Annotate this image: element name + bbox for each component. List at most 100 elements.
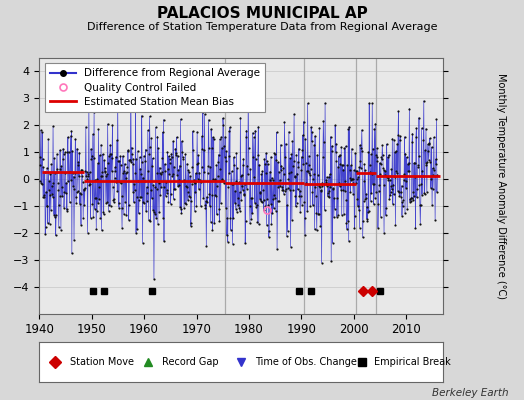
Point — [320, 139, 328, 145]
Point — [322, 181, 331, 187]
Point — [433, 172, 442, 178]
Point — [255, 161, 264, 168]
Point — [267, 154, 275, 160]
Point — [373, 158, 381, 164]
Point — [200, 147, 208, 153]
Point — [176, 162, 184, 169]
Point — [204, 162, 212, 169]
Point — [163, 149, 172, 155]
Point — [205, 203, 214, 209]
Point — [103, 121, 112, 127]
Point — [200, 169, 209, 175]
Point — [278, 187, 287, 194]
Point — [148, 195, 156, 202]
Point — [127, 144, 136, 151]
Point — [195, 186, 203, 192]
Point — [405, 105, 413, 112]
Point — [289, 186, 298, 193]
Point — [270, 150, 279, 156]
Point — [103, 199, 112, 206]
Point — [431, 216, 439, 223]
Point — [138, 240, 147, 246]
Point — [293, 170, 301, 177]
Point — [402, 184, 410, 191]
Point — [88, 201, 96, 207]
Point — [146, 144, 154, 150]
Point — [50, 155, 59, 162]
Point — [360, 177, 368, 184]
Point — [240, 191, 248, 198]
Point — [318, 183, 326, 189]
Point — [83, 230, 92, 236]
Point — [52, 212, 60, 218]
Point — [148, 163, 156, 169]
Point — [309, 176, 318, 182]
Point — [358, 234, 367, 240]
Point — [64, 178, 72, 184]
Point — [420, 190, 429, 197]
Point — [239, 192, 248, 198]
Point — [244, 171, 252, 177]
Point — [192, 161, 201, 167]
Point — [248, 130, 257, 136]
Point — [198, 146, 206, 152]
Point — [82, 124, 90, 130]
Point — [394, 132, 402, 139]
Point — [135, 197, 143, 204]
Point — [101, 165, 109, 172]
Point — [286, 186, 294, 193]
Point — [48, 190, 56, 197]
Point — [318, 180, 326, 186]
Point — [115, 158, 124, 164]
Point — [254, 124, 263, 130]
Point — [89, 131, 97, 137]
Point — [288, 216, 296, 223]
Point — [343, 162, 352, 168]
Point — [368, 170, 376, 177]
Point — [414, 153, 423, 160]
Point — [426, 159, 434, 165]
Point — [93, 160, 102, 166]
Point — [38, 129, 46, 136]
Point — [56, 166, 64, 172]
Point — [56, 193, 64, 200]
Point — [179, 176, 188, 183]
Point — [209, 134, 217, 140]
Point — [79, 179, 87, 185]
Point — [62, 180, 70, 186]
Point — [96, 214, 104, 221]
Point — [192, 170, 200, 176]
Point — [332, 158, 341, 164]
Point — [274, 184, 282, 190]
Point — [413, 164, 422, 170]
Point — [428, 202, 436, 209]
Point — [246, 166, 255, 172]
Point — [193, 129, 201, 135]
Point — [74, 188, 82, 195]
Point — [252, 203, 260, 210]
Point — [321, 100, 329, 106]
Point — [65, 169, 73, 175]
Point — [367, 151, 375, 158]
Point — [343, 226, 351, 232]
Point — [256, 190, 265, 196]
Point — [245, 180, 253, 186]
Point — [213, 182, 222, 189]
Point — [382, 205, 390, 211]
Point — [361, 167, 369, 174]
Point — [323, 182, 332, 189]
Point — [237, 172, 246, 178]
Point — [321, 207, 329, 213]
Point — [370, 181, 378, 187]
Point — [252, 156, 260, 162]
Point — [141, 158, 149, 164]
Point — [134, 148, 142, 154]
Point — [341, 188, 350, 194]
Point — [60, 189, 69, 196]
Point — [305, 172, 314, 178]
Point — [128, 161, 137, 167]
Point — [145, 151, 154, 157]
Point — [139, 174, 147, 181]
Point — [147, 135, 156, 142]
Point — [122, 212, 130, 218]
